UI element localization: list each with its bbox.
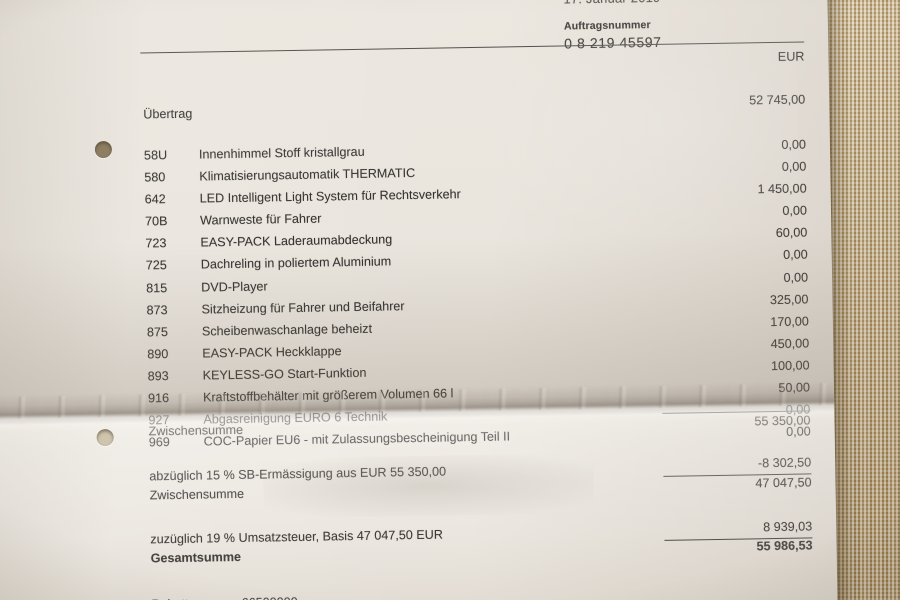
line-item-code: 893	[147, 369, 169, 384]
line-item-amount: 60,00	[775, 225, 808, 241]
line-item-code: 725	[145, 258, 167, 273]
line-item-code: 642	[144, 192, 166, 207]
line-item-amount: 450,00	[770, 336, 810, 351]
invoice-document: 17. Januar 2019 Auftragsnummer 0 8 219 4…	[140, 0, 813, 600]
subtotal-2-amount: 47 047,50	[755, 475, 812, 491]
subtotal-2-label: Zwischensumme	[149, 486, 245, 503]
subtotal-1-amount: 55 350,00	[754, 413, 811, 429]
line-item-description: DVD-Player	[201, 278, 268, 295]
line-item-code: 873	[146, 302, 168, 318]
line-item-list: 58U Innenhimmel Stoff kristallgrau 0,00 580…	[144, 137, 811, 457]
paper-sheet-wrapper: 17. Januar 2019 Auftragsnummer 0 8 219 4…	[0, 0, 838, 600]
line-item-amount: 0,00	[783, 270, 809, 285]
line-item-description: Dachreling in poliertem Aluminium	[200, 254, 392, 272]
line-item-code: 916	[147, 391, 170, 406]
carry-over-amount: 52 745,00	[749, 92, 806, 108]
line-item-description: EASY-PACK Laderaumabdeckung	[200, 232, 393, 250]
line-item-amount: 100,00	[770, 358, 810, 374]
grand-total-amount: 55 986,53	[756, 538, 813, 554]
line-item-code: 70B	[144, 214, 168, 229]
line-item-description: KEYLESS-GO Start-Funktion	[202, 365, 367, 383]
line-item-amount: 50,00	[778, 380, 811, 395]
document-date: 17. Januar 2019	[563, 0, 803, 6]
line-item-description: Warnweste für Fahrer	[199, 211, 322, 228]
carry-over-label: Übertrag	[143, 106, 193, 122]
line-item-amount: 0,00	[783, 247, 808, 263]
currency-column-header: EUR	[777, 49, 805, 64]
line-item-amount: 170,00	[770, 314, 809, 329]
grand-total-label: Gesamtsumme	[150, 549, 242, 566]
order-number-label: Auftragsnummer	[563, 19, 651, 33]
line-item-amount: 325,00	[769, 292, 809, 307]
line-item-description: LED Intelligent Light System für Rechtsv…	[199, 187, 461, 206]
line-item-code: 723	[145, 236, 167, 251]
line-item-code: 58U	[143, 148, 168, 163]
line-item-description: Kraftstoffbehälter mit größerem Volumen …	[202, 386, 454, 405]
discount-label: abzüglich 15 % SB-Ermässigung aus EUR 55…	[149, 464, 447, 484]
line-item-amount: 0,00	[781, 159, 807, 174]
vat-label: zuzüglich 19 % Umsatzsteuer, Basis 47 04…	[150, 527, 444, 547]
line-item-code: 815	[146, 280, 168, 295]
rebate-number: Rabattnummer: 66500000	[151, 595, 298, 600]
paper-sheet: 17. Januar 2019 Auftragsnummer 0 8 219 4…	[0, 0, 838, 600]
line-item-code: 890	[147, 346, 169, 362]
vat-amount: 8 939,03	[763, 519, 813, 535]
line-item-description: Scheibenwaschanlage beheizt	[201, 321, 373, 339]
line-item-description: Klimatisierungsautomatik THERMATIC	[199, 166, 416, 184]
line-item-description: Innenhimmel Stoff kristallgrau	[198, 144, 365, 162]
line-item-code: 875	[146, 324, 169, 340]
line-item-description: Sitzheizung für Fahrer und Beifahrer	[201, 298, 405, 317]
line-item-description: EASY-PACK Heckklappe	[202, 344, 342, 361]
line-item-amount: 0,00	[781, 137, 807, 152]
line-item-code: 580	[144, 170, 166, 185]
discount-amount: -8 302,50	[757, 455, 812, 471]
subtotal-1-label: Zwischensumme	[148, 422, 244, 439]
line-item-amount: 0,00	[782, 203, 808, 219]
line-item-amount: 1 450,00	[757, 181, 807, 197]
